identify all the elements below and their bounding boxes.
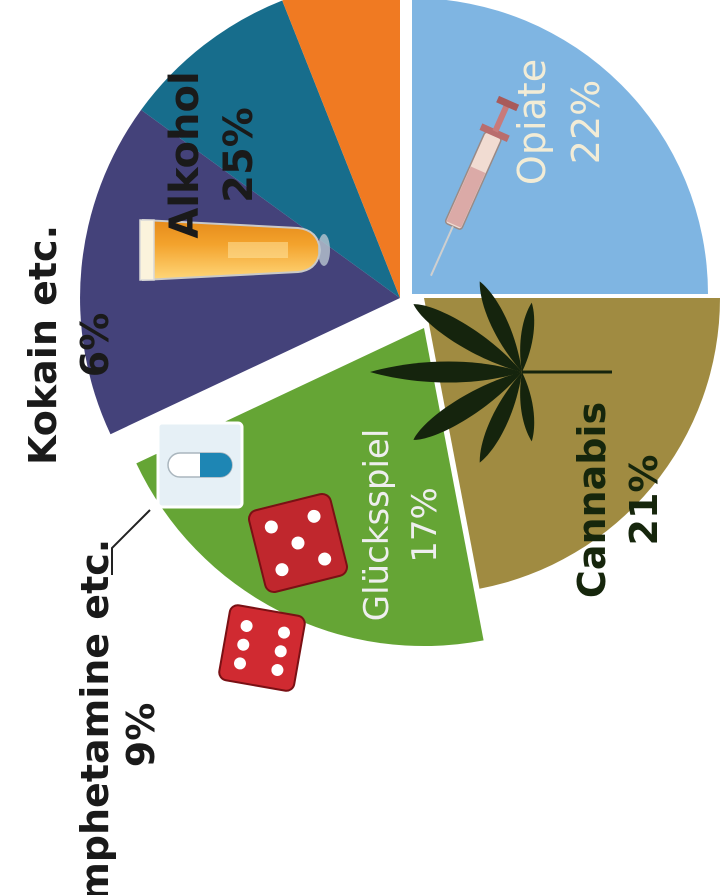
- pie-slice-cannabis: [136, 328, 484, 647]
- cannabis-leaf-icon: [370, 281, 612, 463]
- pill-capsule-icon: [156, 421, 244, 509]
- slice-label-kokain: Kokain etc.: [21, 225, 65, 465]
- slice-label-opiate: Opiate: [510, 59, 554, 185]
- beer-glass-icon: [139, 218, 330, 282]
- slice-label-amphetamine: Amphetamine etc.: [73, 539, 117, 895]
- slice-label-cannabis: Cannabis: [570, 402, 614, 598]
- pie-slice-kokain: [282, 0, 400, 298]
- slice-value-opiate: 22%: [564, 80, 608, 164]
- pie-slice-amphetamine: [141, 0, 400, 298]
- pie-slice-alkohol: [412, 0, 708, 294]
- syringe-icon: [430, 95, 520, 277]
- dice-icon: [218, 492, 349, 692]
- slice-value-amphetamine: 9%: [119, 703, 163, 768]
- slice-value-kokain: 6%: [73, 313, 117, 378]
- slice-label-alkohol: Alkohol: [162, 71, 208, 238]
- slice-value-gluecksspiel: 17%: [405, 487, 445, 563]
- slice-label-gluecksspiel: Glücksspiel: [357, 429, 397, 622]
- amphetamine-leader-line: [111, 509, 151, 575]
- slice-value-cannabis: 21%: [622, 455, 666, 546]
- slice-value-alkohol: 25%: [216, 107, 262, 203]
